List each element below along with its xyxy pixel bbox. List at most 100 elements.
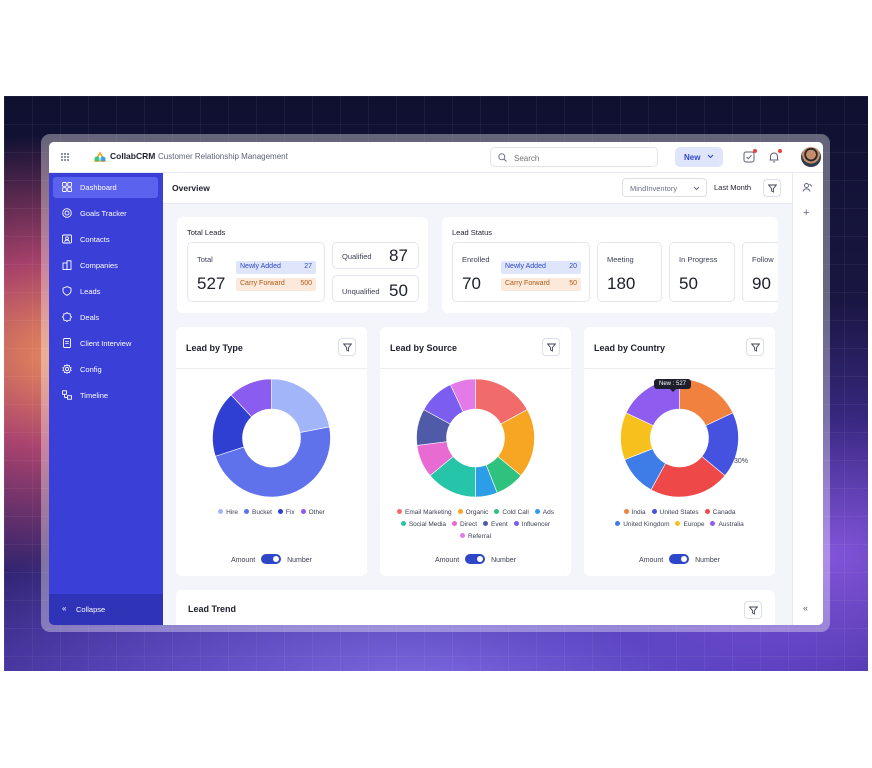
dashboard-icon: [62, 182, 72, 192]
sidebar-item-deals[interactable]: Deals: [53, 307, 158, 328]
in-progress-value: 50: [679, 274, 698, 293]
toggle-amount-label: Amount: [231, 557, 256, 564]
user-avatar[interactable]: [801, 147, 821, 167]
sidebar-item-leads[interactable]: Leads: [53, 281, 158, 302]
enrolled-label: Enrolled: [462, 255, 490, 264]
lead-by-type-card: Lead by Type Hire Bucket Fix Other Amount N…: [176, 327, 367, 576]
lead-by-country-filter-button[interactable]: [746, 338, 764, 356]
sidebar-item-config[interactable]: Config: [53, 359, 158, 380]
legend-item: Email Marketing: [397, 507, 452, 519]
amount-number-toggle[interactable]: [261, 554, 282, 564]
double-chevron-left-icon[interactable]: «: [803, 603, 809, 613]
legend-swatch: [710, 521, 716, 526]
task-check-icon: [743, 151, 755, 163]
legend-item: Influencer: [513, 519, 550, 531]
legend-label: India: [631, 509, 646, 516]
lead-by-type-filter-button[interactable]: [338, 338, 356, 356]
app-grid-icon[interactable]: [61, 153, 70, 162]
lead-by-country-title: Lead by Country: [594, 343, 666, 353]
target-icon: [62, 208, 72, 218]
period-select[interactable]: Last Month: [714, 183, 752, 192]
legend-item: Ads: [534, 507, 554, 519]
legend-label: Organic: [465, 509, 489, 516]
company-select[interactable]: MindInventory: [622, 178, 707, 197]
toggle-number-label: Number: [491, 557, 516, 564]
legend-label: Bucket: [252, 509, 272, 516]
new-button-label: New: [684, 153, 701, 162]
sidebar-item-goals-tracker[interactable]: Goals Tracker: [53, 203, 158, 224]
company-select-value: MindInventory: [630, 184, 678, 193]
lead-by-source-filter-button[interactable]: [542, 338, 560, 356]
legend-swatch: [513, 521, 519, 526]
collapse-label: Collapse: [76, 605, 106, 614]
bell-icon: [769, 152, 779, 163]
toggle-amount-label: Amount: [435, 557, 460, 564]
app-window-frame: CollabCRM Customer Relationship Manageme…: [41, 134, 830, 632]
chart-tooltip: New : 527: [654, 379, 692, 392]
status-newly-added-tag: Newly Added 20: [501, 261, 581, 274]
search-box[interactable]: [490, 147, 658, 167]
status-carry-forward-label: Carry Forward: [505, 280, 550, 287]
lead-by-source-legend: Email Marketing Organic Cold Call Ads Social…: [380, 507, 571, 543]
double-chevron-left-icon: «: [62, 604, 67, 613]
sidebar-item-label: Goals Tracker: [80, 209, 127, 218]
total-stat: Total 527 Newly Added 27 Carry Forward 5…: [187, 242, 325, 302]
sidebar-item-dashboard[interactable]: Dashboard: [53, 177, 158, 198]
contacts-panel-icon[interactable]: [802, 182, 813, 193]
lead-by-source-toggle-row: Amount Number: [380, 554, 571, 564]
overview-filter-button[interactable]: [763, 179, 781, 197]
brand-subtitle: Customer Relationship Management: [158, 151, 288, 161]
search-input[interactable]: [512, 151, 646, 165]
filter-icon: [343, 343, 352, 352]
legend-label: Fix: [285, 509, 295, 516]
amount-number-toggle[interactable]: [669, 554, 690, 564]
legend-swatch: [244, 509, 250, 514]
brand-name: CollabCRM: [110, 151, 156, 161]
amount-number-toggle[interactable]: [465, 554, 486, 564]
timeline-icon: [62, 390, 72, 400]
chevron-down-icon: [707, 154, 714, 159]
unqualified-label: Unqualified: [342, 287, 380, 296]
tasks-button[interactable]: [742, 149, 757, 164]
newly-added-value: 27: [304, 263, 312, 270]
total-value: 527: [197, 274, 226, 293]
legend-label: Cold Call: [502, 509, 529, 516]
legend-swatch: [651, 509, 657, 514]
total-leads-title: Total Leads: [187, 228, 226, 237]
lead-by-country-donut: [620, 378, 739, 498]
collapse-button[interactable]: « Collapse: [49, 594, 163, 625]
lead-by-source-card: Lead by Source Email Marketing Organic Col…: [380, 327, 571, 576]
qualified-label: Qualified: [342, 252, 372, 261]
building-icon: [62, 260, 72, 270]
in-progress-stat: In Progress 50: [669, 242, 735, 302]
toggle-amount-label: Amount: [639, 557, 664, 564]
qualified-value: 87: [389, 246, 408, 265]
lead-status-title: Lead Status: [452, 228, 493, 237]
donut-slice-hire[interactable]: [271, 378, 330, 433]
sidebar-item-label: Contacts: [80, 235, 110, 244]
sidebar-item-label: Companies: [80, 261, 118, 270]
toggle-number-label: Number: [695, 557, 720, 564]
sidebar-item-contacts[interactable]: Contacts: [53, 229, 158, 250]
contact-card-icon: [62, 234, 72, 244]
sidebar-item-companies[interactable]: Companies: [53, 255, 158, 276]
follow-stat: Follow 90: [742, 242, 778, 302]
status-carry-forward-value: 50: [569, 280, 577, 287]
sidebar-item-client-interview[interactable]: Client Interview: [53, 333, 158, 354]
new-button[interactable]: New: [675, 147, 723, 167]
donut-slice-bucket[interactable]: [215, 426, 331, 498]
lead-by-source-title: Lead by Source: [390, 343, 458, 353]
donut-slice-referral[interactable]: [449, 378, 476, 413]
toggle-number-label: Number: [287, 557, 312, 564]
page-title: Overview: [172, 183, 210, 193]
legend-item: United Kingdom: [615, 519, 669, 531]
lead-trend-filter-button[interactable]: [744, 601, 762, 619]
follow-value: 90: [752, 274, 771, 293]
donut-slice-other[interactable]: [230, 378, 272, 418]
sidebar-item-timeline[interactable]: Timeline: [53, 385, 158, 406]
newly-added-label: Newly Added: [240, 263, 281, 270]
notifications-button[interactable]: [767, 149, 782, 164]
plus-icon[interactable]: +: [803, 207, 810, 219]
status-newly-added-value: 20: [569, 263, 577, 270]
enrolled-stat: Enrolled 70 Newly Added 20 Carry Forward…: [452, 242, 590, 302]
